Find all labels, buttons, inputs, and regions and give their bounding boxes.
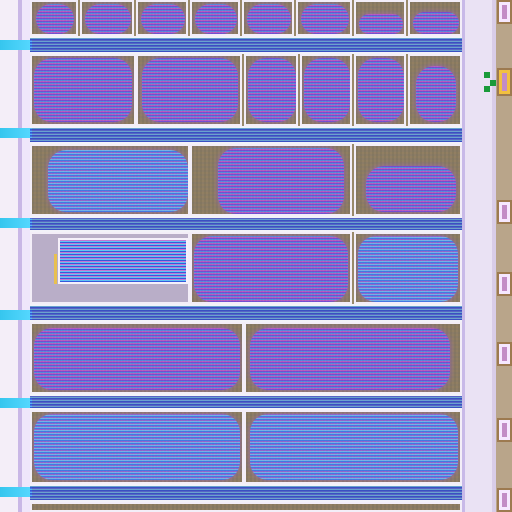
macro-block [408,0,462,36]
rail-tap [0,128,32,138]
rail-tap [0,218,32,228]
macro-block [296,0,352,36]
routing-channel [30,304,462,322]
macro-block [190,144,352,216]
macro-block [242,0,294,36]
rail-tap [0,487,32,497]
macro-block [244,322,462,394]
pin-strip [54,254,57,284]
macro-block [30,54,136,126]
sram-array [58,238,188,284]
routing-channel [30,394,462,410]
macro-block [244,410,462,484]
io-pad [497,68,512,96]
left-power-rail [0,0,32,512]
macro-block [30,502,462,512]
macro-block [244,54,298,126]
macro-block [190,232,352,304]
macro-block [300,54,352,126]
routing-channel [30,126,462,144]
routing-channel [30,216,462,232]
io-pad [497,272,512,296]
macro-block [354,0,406,36]
macro-block [136,54,242,126]
io-pad [497,0,512,24]
macro-block [354,144,462,216]
macro-block [136,0,188,36]
io-pad [497,342,512,366]
via-cell [484,72,490,78]
routing-channel [30,36,462,54]
rail-tap [0,40,32,50]
rail-tap [0,310,32,320]
macro-block [30,232,190,304]
io-pad [497,418,512,442]
routing-channel [30,484,462,502]
macro-block [30,0,78,36]
io-pad [497,488,512,512]
macro-block [30,144,190,216]
macro-block [190,0,240,36]
via-cell [490,80,496,86]
macro-block [354,54,406,126]
rail-tap [0,398,32,408]
macro-block [30,410,244,484]
io-pad [497,200,512,224]
macro-block [408,54,462,126]
via-cell [484,86,490,92]
macro-block [80,0,134,36]
macro-block [30,322,244,394]
macro-block [354,232,462,304]
